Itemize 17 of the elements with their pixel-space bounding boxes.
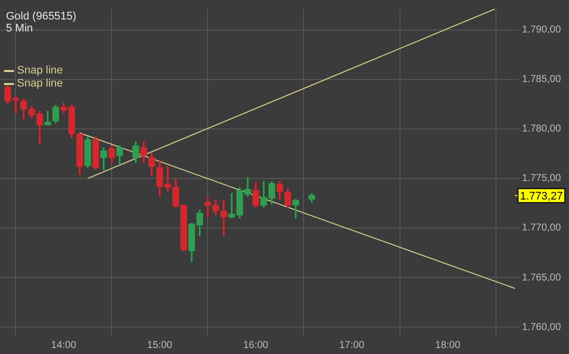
- x-tick-label: 18:00: [435, 340, 461, 351]
- text: 5 Min: [6, 22, 33, 35]
- chart-title: Gold (965515): [6, 10, 76, 23]
- x-tick-label: 15:00: [147, 340, 173, 351]
- x-tick-label: 17:00: [339, 340, 365, 351]
- legend-label: Snap line: [17, 64, 63, 77]
- y-tick-label: 1.765,00: [522, 272, 562, 284]
- legend-label: Snap line: [17, 78, 63, 90]
- x-tick-label: 14:00: [51, 340, 77, 351]
- y-tick-label: 1.775,00: [522, 173, 562, 184]
- x-tick-label: 16:00: [243, 340, 269, 351]
- ref-line-label: 1.773,27: [520, 190, 563, 203]
- y-tick-label: 1.790,00: [522, 24, 562, 36]
- y-tick-label: 1.770,00: [522, 222, 562, 234]
- y-tick-label: 1.780,00: [522, 124, 562, 135]
- y-tick-label: 1.785,00: [522, 74, 562, 86]
- y-tick-label: 1.760,00: [522, 322, 562, 333]
